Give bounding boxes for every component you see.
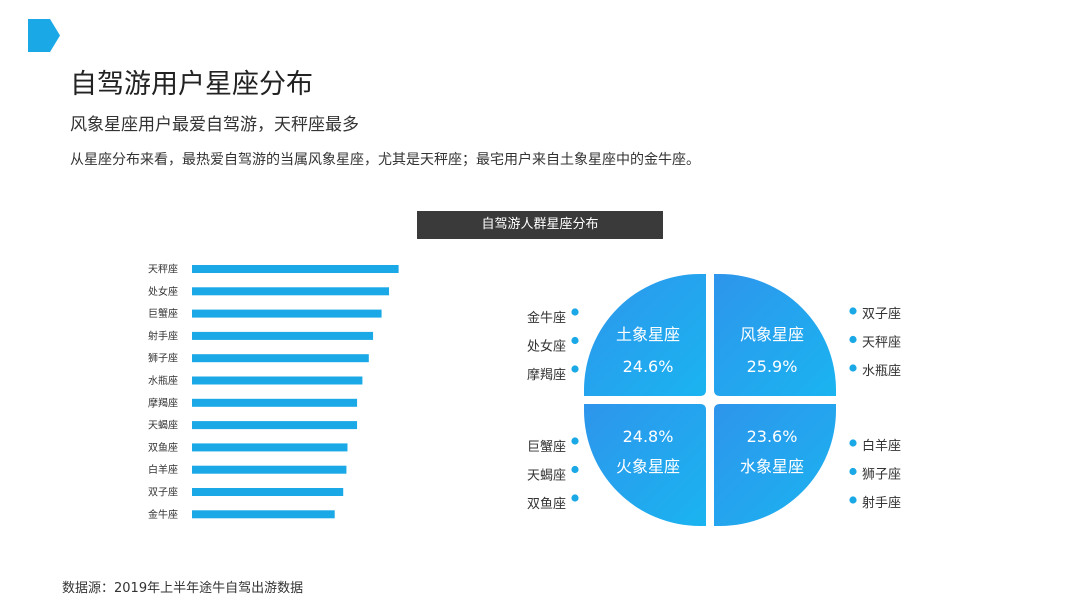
logo-arrow-icon [28,19,60,52]
member-label: 巨蟹座 [527,440,566,455]
member-dot [849,307,857,315]
bar-label: 狮子座 [148,352,178,365]
bar [192,287,390,296]
member-label: 双子座 [862,307,901,322]
member-label: 摩羯座 [527,367,566,383]
bar-label: 处女座 [148,285,178,298]
member-label: 金牛座 [527,310,566,326]
member-dot [571,465,579,474]
member-dot [849,496,857,504]
segment-value: 25.9% [747,357,798,376]
petal-segment [714,274,836,396]
data-source: 数据源：2019年上半年途牛自驾出游数据 [62,581,304,596]
page-description: 从星座分布来看，最热爱自驾游的当属风象星座，尤其是天秤座；最宅用户来自土象星座中… [70,152,700,168]
segment-label: 风象星座 [740,325,804,344]
segment-label: 土象星座 [616,325,680,344]
bar [192,488,344,496]
bar-label: 双子座 [148,486,178,499]
segment-label: 火象星座 [616,457,680,476]
bar [192,443,348,452]
segment-value: 24.6% [623,357,674,376]
member-label: 天蝎座 [527,469,566,484]
bar [192,421,358,430]
member-dot [849,439,857,447]
bar-label: 摩羯座 [148,396,178,409]
member-dot [571,336,579,345]
bar-label: 天蝎座 [148,419,178,432]
member-dot [571,494,579,502]
member-dot [849,467,857,476]
bar-label: 金牛座 [148,508,178,521]
petal-segment [584,274,706,396]
member-label: 双鱼座 [527,496,566,512]
member-dot [571,308,579,316]
bar-label: 射手座 [148,329,178,342]
member-label: 射手座 [862,495,901,511]
page-subtitle: 风象星座用户最爱自驾游，天秤座最多 [70,115,359,135]
bar [192,354,369,363]
bar [192,465,347,474]
member-label: 水瓶座 [862,364,901,379]
bar [192,398,358,407]
petal-segment [584,404,706,526]
bar-label: 白羊座 [148,463,178,476]
page-title: 自驾游用户星座分布 [70,69,313,100]
bar [192,510,335,519]
quadrant-chart: 土象星座 24.6% 风象星座 25.9% 火象星座 24.8% 水象星座 23.6% 金牛座处… [527,274,901,526]
chart-title: 自驾游人群星座分布 [417,211,663,239]
segment-value: 23.6% [747,427,798,446]
bar-label: 天秤座 [148,263,178,276]
member-label: 白羊座 [862,438,901,454]
bar-label: 双鱼座 [148,441,178,454]
member-dot [849,335,857,344]
segment-label: 水象星座 [740,457,804,476]
member-dot [849,364,857,372]
member-dot [571,437,579,445]
bar-label: 巨蟹座 [148,307,178,320]
bar [192,376,363,385]
bar [192,265,399,273]
member-label: 处女座 [527,339,566,355]
bar [192,309,382,318]
bar [192,331,374,340]
segment-value: 24.8% [623,427,674,446]
petal-segment [714,404,836,526]
member-label: 狮子座 [862,468,901,483]
member-dot [571,365,579,373]
bar-label: 水瓶座 [148,374,178,387]
member-label: 天秤座 [862,336,901,351]
